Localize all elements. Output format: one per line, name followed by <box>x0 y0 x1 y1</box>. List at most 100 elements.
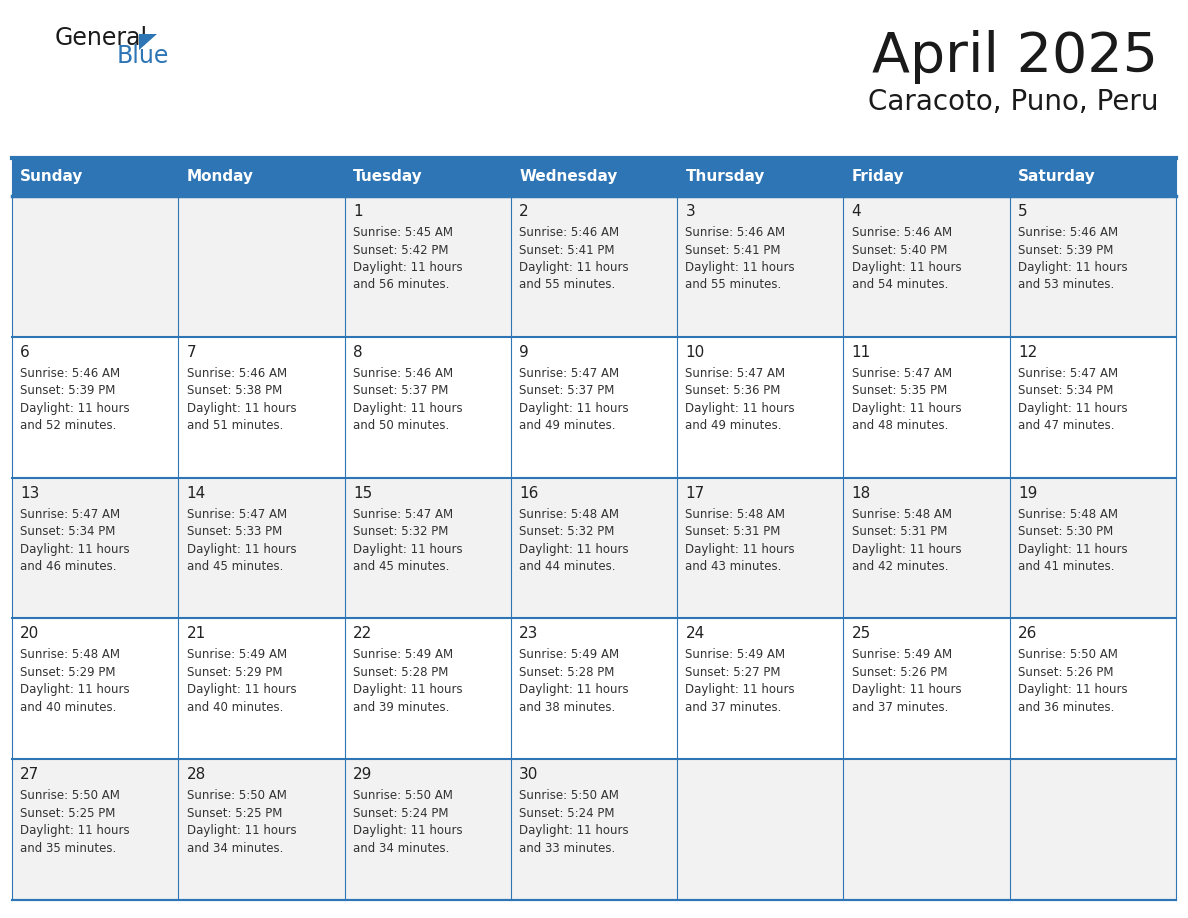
Text: Sunset: 5:41 PM: Sunset: 5:41 PM <box>685 243 781 256</box>
Bar <box>345 196 511 337</box>
Bar <box>178 477 345 619</box>
Text: 27: 27 <box>20 767 39 782</box>
Text: Daylight: 11 hours: Daylight: 11 hours <box>1018 543 1127 555</box>
Text: Daylight: 11 hours: Daylight: 11 hours <box>187 824 296 837</box>
Text: 23: 23 <box>519 626 538 642</box>
Text: Tuesday: Tuesday <box>353 170 423 185</box>
Bar <box>511 337 677 477</box>
Text: Sunset: 5:24 PM: Sunset: 5:24 PM <box>519 807 614 820</box>
Bar <box>843 196 1010 337</box>
Text: and 55 minutes.: and 55 minutes. <box>519 278 615 292</box>
Text: 11: 11 <box>852 345 871 360</box>
Text: Sunset: 5:35 PM: Sunset: 5:35 PM <box>852 385 947 397</box>
Text: Sunrise: 5:49 AM: Sunrise: 5:49 AM <box>685 648 785 661</box>
Text: April 2025: April 2025 <box>872 30 1158 84</box>
Text: Daylight: 11 hours: Daylight: 11 hours <box>685 683 795 697</box>
Text: Daylight: 11 hours: Daylight: 11 hours <box>187 543 296 555</box>
Bar <box>1010 158 1176 196</box>
Text: Sunset: 5:42 PM: Sunset: 5:42 PM <box>353 243 448 256</box>
Bar <box>1010 337 1176 477</box>
Text: Wednesday: Wednesday <box>519 170 618 185</box>
Bar <box>511 158 677 196</box>
Bar <box>12 759 178 900</box>
Text: 10: 10 <box>685 345 704 360</box>
Text: Daylight: 11 hours: Daylight: 11 hours <box>519 543 628 555</box>
Text: Sunrise: 5:46 AM: Sunrise: 5:46 AM <box>20 367 120 380</box>
Text: Sunset: 5:29 PM: Sunset: 5:29 PM <box>187 666 282 679</box>
Text: Sunrise: 5:50 AM: Sunrise: 5:50 AM <box>20 789 120 802</box>
Text: and 53 minutes.: and 53 minutes. <box>1018 278 1114 292</box>
Text: Sunrise: 5:48 AM: Sunrise: 5:48 AM <box>852 508 952 521</box>
Text: Sunset: 5:31 PM: Sunset: 5:31 PM <box>852 525 947 538</box>
Text: Sunset: 5:33 PM: Sunset: 5:33 PM <box>187 525 282 538</box>
Text: and 45 minutes.: and 45 minutes. <box>187 560 283 573</box>
Text: 15: 15 <box>353 486 372 500</box>
Text: Sunrise: 5:46 AM: Sunrise: 5:46 AM <box>685 226 785 239</box>
Text: Thursday: Thursday <box>685 170 765 185</box>
Text: Sunday: Sunday <box>20 170 83 185</box>
Text: 21: 21 <box>187 626 206 642</box>
Text: General: General <box>55 26 148 50</box>
Bar <box>12 477 178 619</box>
Text: Sunrise: 5:47 AM: Sunrise: 5:47 AM <box>852 367 952 380</box>
Text: Daylight: 11 hours: Daylight: 11 hours <box>187 402 296 415</box>
Text: 5: 5 <box>1018 204 1028 219</box>
Text: and 38 minutes.: and 38 minutes. <box>519 701 615 714</box>
Text: and 34 minutes.: and 34 minutes. <box>353 842 449 855</box>
Text: Sunset: 5:40 PM: Sunset: 5:40 PM <box>852 243 947 256</box>
Bar <box>677 619 843 759</box>
Text: 7: 7 <box>187 345 196 360</box>
Text: 22: 22 <box>353 626 372 642</box>
Text: Sunrise: 5:46 AM: Sunrise: 5:46 AM <box>187 367 286 380</box>
Text: Sunset: 5:29 PM: Sunset: 5:29 PM <box>20 666 115 679</box>
Text: Sunset: 5:31 PM: Sunset: 5:31 PM <box>685 525 781 538</box>
Text: Sunset: 5:28 PM: Sunset: 5:28 PM <box>353 666 448 679</box>
Text: and 44 minutes.: and 44 minutes. <box>519 560 615 573</box>
Text: Sunset: 5:27 PM: Sunset: 5:27 PM <box>685 666 781 679</box>
Text: Sunrise: 5:47 AM: Sunrise: 5:47 AM <box>519 367 619 380</box>
Text: Sunrise: 5:49 AM: Sunrise: 5:49 AM <box>519 648 619 661</box>
Text: Sunrise: 5:47 AM: Sunrise: 5:47 AM <box>20 508 120 521</box>
Text: Sunset: 5:37 PM: Sunset: 5:37 PM <box>519 385 614 397</box>
Text: and 51 minutes.: and 51 minutes. <box>187 420 283 432</box>
Bar <box>345 337 511 477</box>
Text: and 42 minutes.: and 42 minutes. <box>852 560 948 573</box>
Text: Daylight: 11 hours: Daylight: 11 hours <box>353 261 462 274</box>
Text: Sunset: 5:32 PM: Sunset: 5:32 PM <box>519 525 614 538</box>
Text: Sunrise: 5:45 AM: Sunrise: 5:45 AM <box>353 226 453 239</box>
Text: 30: 30 <box>519 767 538 782</box>
Text: Sunset: 5:28 PM: Sunset: 5:28 PM <box>519 666 614 679</box>
Text: and 46 minutes.: and 46 minutes. <box>20 560 116 573</box>
Text: Daylight: 11 hours: Daylight: 11 hours <box>519 824 628 837</box>
Text: 18: 18 <box>852 486 871 500</box>
Text: and 43 minutes.: and 43 minutes. <box>685 560 782 573</box>
Text: Sunset: 5:26 PM: Sunset: 5:26 PM <box>1018 666 1113 679</box>
Text: Sunrise: 5:47 AM: Sunrise: 5:47 AM <box>1018 367 1118 380</box>
Text: 4: 4 <box>852 204 861 219</box>
Text: Sunset: 5:38 PM: Sunset: 5:38 PM <box>187 385 282 397</box>
Bar <box>178 759 345 900</box>
Bar <box>843 158 1010 196</box>
Text: and 37 minutes.: and 37 minutes. <box>852 701 948 714</box>
Text: 25: 25 <box>852 626 871 642</box>
Text: and 40 minutes.: and 40 minutes. <box>187 701 283 714</box>
Text: Sunrise: 5:47 AM: Sunrise: 5:47 AM <box>187 508 286 521</box>
Bar <box>345 158 511 196</box>
Text: and 49 minutes.: and 49 minutes. <box>519 420 615 432</box>
Text: Daylight: 11 hours: Daylight: 11 hours <box>1018 402 1127 415</box>
Text: 3: 3 <box>685 204 695 219</box>
Text: Sunrise: 5:46 AM: Sunrise: 5:46 AM <box>519 226 619 239</box>
Text: and 56 minutes.: and 56 minutes. <box>353 278 449 292</box>
Text: 24: 24 <box>685 626 704 642</box>
Polygon shape <box>139 34 157 50</box>
Text: Sunrise: 5:48 AM: Sunrise: 5:48 AM <box>685 508 785 521</box>
Text: Sunset: 5:32 PM: Sunset: 5:32 PM <box>353 525 448 538</box>
Text: and 47 minutes.: and 47 minutes. <box>1018 420 1114 432</box>
Text: Sunrise: 5:48 AM: Sunrise: 5:48 AM <box>519 508 619 521</box>
Text: Monday: Monday <box>187 170 253 185</box>
Bar <box>677 196 843 337</box>
Text: Sunset: 5:25 PM: Sunset: 5:25 PM <box>187 807 282 820</box>
Text: Sunset: 5:34 PM: Sunset: 5:34 PM <box>20 525 115 538</box>
Bar <box>345 619 511 759</box>
Text: Daylight: 11 hours: Daylight: 11 hours <box>852 261 961 274</box>
